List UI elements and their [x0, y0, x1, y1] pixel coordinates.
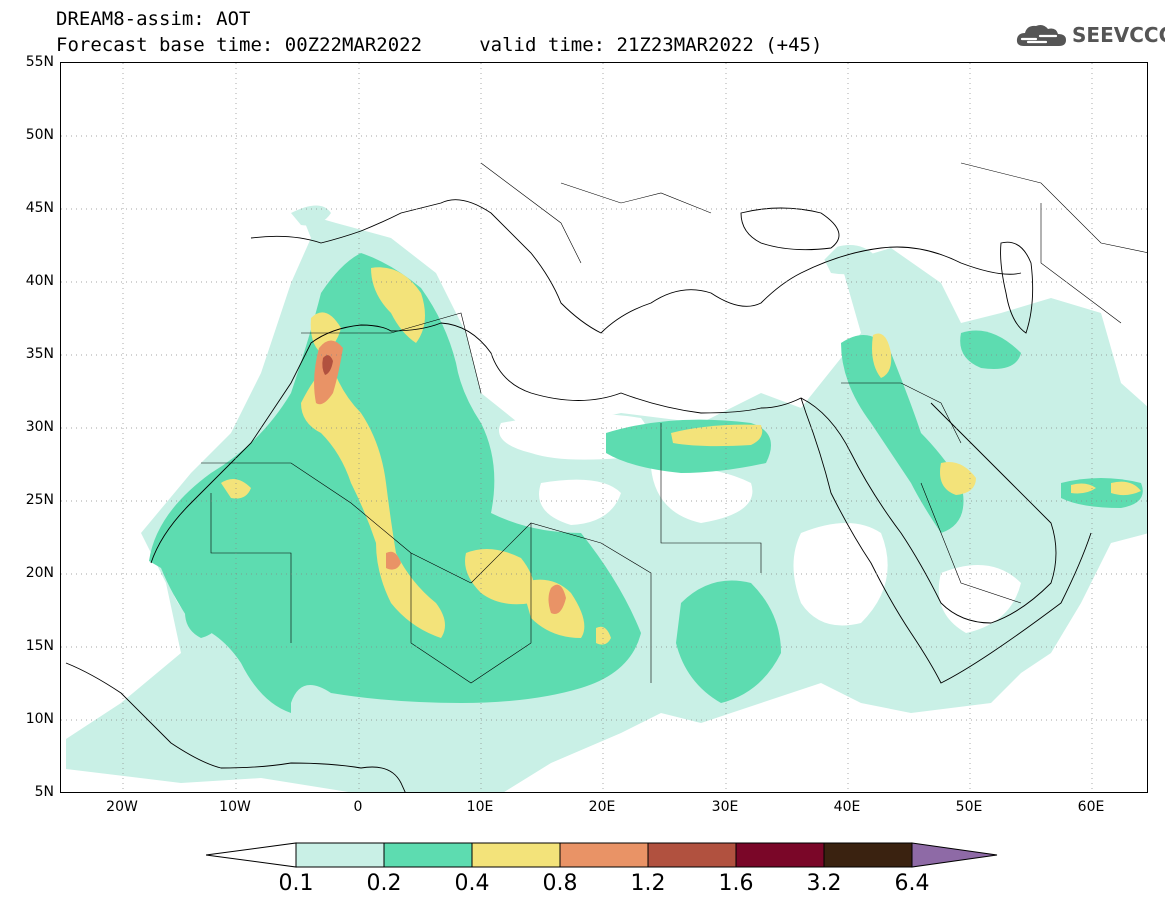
coastline-west-africa [150, 322, 1092, 684]
x-tick-label: 20E [588, 799, 616, 815]
y-tick-label: 5N [34, 784, 54, 800]
colorbar [206, 842, 998, 868]
aot-shading [1111, 481, 1141, 496]
aot-shading [322, 355, 333, 375]
colorbar-label: 0.2 [366, 871, 402, 896]
aot-shading [596, 626, 611, 645]
colorbar-label: 1.6 [718, 871, 754, 896]
colorbar-label: 0.4 [454, 871, 490, 896]
y-tick-label: 30N [25, 419, 54, 435]
colorbar-label: 3.2 [806, 871, 842, 896]
aot-shading [841, 335, 964, 533]
border [201, 462, 472, 584]
border [660, 423, 762, 573]
x-tick-label: 10W [219, 799, 251, 815]
y-tick-label: 15N [25, 638, 54, 654]
border [841, 382, 962, 444]
border [301, 312, 482, 394]
aot-clear-area [539, 479, 621, 525]
colorbar-swatch-3 [471, 842, 561, 868]
x-tick-label: 10E [466, 799, 494, 815]
aot-contour-1.2 [322, 355, 333, 375]
aot-shading [1071, 483, 1096, 494]
map-subtitle: Forecast base time: 00Z22MAR2022 valid t… [56, 34, 823, 56]
y-tick-label: 55N [25, 54, 54, 70]
colorbar-swatch-7 [823, 842, 913, 868]
aot-shading [671, 424, 763, 447]
aot-contour-0.4 [221, 267, 1141, 645]
coastline-arabia [800, 397, 1057, 624]
y-tick-label: 10N [25, 711, 54, 727]
coastline-caspian [1000, 241, 1034, 334]
border [960, 162, 1147, 253]
x-tick-label: 30E [711, 799, 739, 815]
x-tick-label: 40E [833, 799, 861, 815]
aot-clear-area [793, 523, 888, 626]
colorbar-label: 0.8 [542, 871, 578, 896]
logo-text: SEEVCCC [1072, 23, 1165, 47]
border [560, 182, 712, 214]
map-title: DREAM8-assim: AOT [56, 8, 251, 30]
aot-shading [548, 584, 566, 614]
colorbar-label: 0.1 [278, 871, 314, 896]
colorbar-swatch-2 [383, 842, 473, 868]
colorbar-swatch-5 [647, 842, 737, 868]
x-tick-label: 50E [955, 799, 983, 815]
y-tick-label: 25N [25, 492, 54, 508]
coastline-europe [250, 199, 1022, 334]
colorbar-low-arrow [206, 842, 297, 868]
border [1040, 203, 1122, 324]
y-tick-label: 20N [25, 565, 54, 581]
aot-shading [676, 580, 781, 703]
aot-shading [371, 267, 425, 343]
cloud-icon [1016, 25, 1066, 46]
aot-shading [960, 330, 1021, 369]
seevccc-logo: SEEVCCC [1016, 22, 1165, 48]
y-tick-label: 45N [25, 200, 54, 216]
country-borders [201, 162, 1147, 684]
map-panel [60, 62, 1148, 793]
aot-clear-area [651, 467, 753, 523]
aot-shading [821, 245, 881, 275]
coastlines [65, 199, 1092, 792]
aot-shading [872, 333, 892, 378]
aot-clear-area [61, 63, 1147, 393]
aot-shading [185, 599, 226, 638]
graticule [61, 63, 1147, 792]
x-tick-label: 60E [1077, 799, 1105, 815]
aot-map [61, 63, 1147, 792]
y-tick-label: 50N [25, 127, 54, 143]
colorbar-label: 1.2 [630, 871, 666, 896]
aot-shading [386, 551, 401, 570]
colorbar-swatch-1 [295, 842, 385, 868]
border [470, 522, 652, 683]
colorbar-label: 6.4 [894, 871, 930, 896]
border [210, 493, 292, 643]
y-tick-label: 40N [25, 273, 54, 289]
border [480, 162, 582, 264]
border [920, 482, 1022, 604]
aot-shading [465, 549, 535, 605]
aot-shading [301, 363, 445, 638]
x-tick-label: 20W [106, 799, 138, 815]
coastline-gulf-of-guinea [65, 662, 406, 792]
colorbar-swatch-6 [735, 842, 825, 868]
colorbar-high-arrow [911, 842, 998, 868]
aot-shading [291, 205, 331, 226]
coastline-black-sea [740, 207, 840, 251]
y-tick-label: 35N [25, 346, 54, 362]
aot-shading [940, 462, 976, 495]
x-tick-label: 0 [353, 799, 363, 815]
colorbar-swatch-4 [559, 842, 649, 868]
border [410, 523, 532, 684]
